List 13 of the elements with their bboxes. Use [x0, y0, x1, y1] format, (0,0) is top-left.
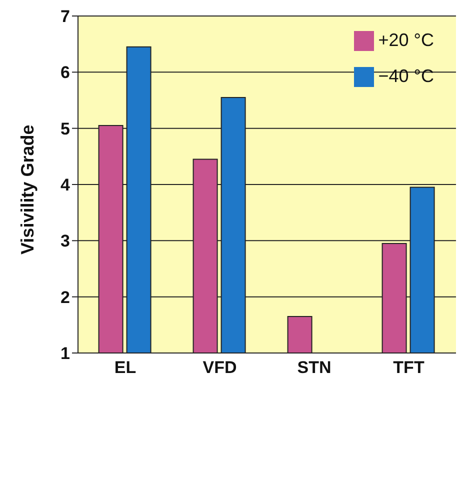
y-tick-label: 4 — [60, 176, 71, 195]
y-tick-label: 1 — [60, 344, 70, 364]
y-tick-label: 6 — [60, 63, 70, 82]
y-tick-label: 3 — [60, 232, 70, 251]
x-tick-label: STN — [297, 358, 332, 378]
x-tick-label: TFT — [393, 358, 425, 378]
x-tick-label: EL — [114, 358, 136, 378]
y-axis-title: Visivility Grade — [17, 124, 38, 254]
y-tick-label: 7 — [60, 7, 70, 26]
y-tick-label: 5 — [60, 119, 70, 138]
y-tick-label: 2 — [60, 288, 70, 307]
legend-label: +20 °C — [378, 30, 434, 50]
x-tick-label: VFD — [202, 358, 237, 378]
